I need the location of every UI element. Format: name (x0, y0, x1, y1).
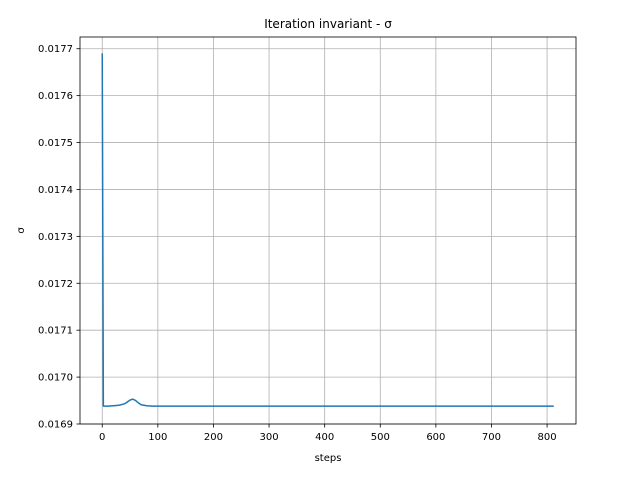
plot-frame (79, 36, 577, 425)
x-tick-label: 0 (99, 432, 105, 443)
y-tick-label: 0.0174 (38, 185, 73, 196)
x-tick-label: 700 (482, 432, 501, 443)
y-tick-label: 0.0169 (38, 420, 73, 431)
x-tick-label: 600 (426, 432, 445, 443)
x-tick-label: 400 (315, 432, 334, 443)
y-tick-label: 0.0171 (38, 326, 73, 337)
series-layer (101, 53, 554, 407)
x-tick-label: 500 (371, 432, 390, 443)
y-tick-label: 0.0175 (38, 138, 73, 149)
y-tick-label: 0.0176 (38, 91, 73, 102)
y-axis: 0.0169 0.0170 0.0171 0.0172 0.0173 0.0174 0.01… (38, 44, 80, 431)
x-tick-label: 100 (148, 432, 167, 443)
series-line (101, 53, 554, 407)
grid (80, 37, 576, 425)
y-tick-label: 0.0170 (38, 373, 73, 384)
x-axis-label: steps (315, 453, 342, 464)
x-tick-label: 800 (538, 432, 557, 443)
x-axis: 0 100 200 300 400 500 600 700 800 (99, 424, 557, 443)
y-tick-label: 0.0173 (38, 232, 73, 243)
y-axis-label: σ (16, 227, 27, 234)
x-tick-label: 200 (204, 432, 223, 443)
chart-title: Iteration invariant - σ (264, 17, 392, 31)
y-tick-label: 0.0172 (38, 279, 73, 290)
x-tick-label: 300 (260, 432, 279, 443)
y-tick-label: 0.0177 (38, 44, 73, 55)
